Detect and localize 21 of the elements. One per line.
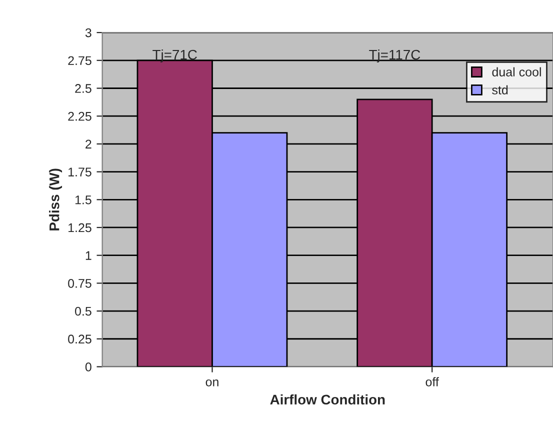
y-tick-label: 2	[86, 140, 92, 148]
y-tick-label: 1.5	[75, 196, 92, 204]
annotation: Tj=71C	[152, 49, 197, 62]
y-tick-label: 2.25	[68, 112, 92, 121]
y-tick-label: 3	[85, 28, 92, 38]
y-tick-label: 0.5	[75, 306, 92, 316]
x-tick-label: off	[426, 377, 439, 386]
x-tick-label: on	[206, 379, 218, 386]
legend-label: dual cool	[492, 67, 541, 76]
legend-label: std	[492, 85, 508, 94]
y-tick-label: 0.75	[68, 278, 92, 288]
y-tick-label: 0	[85, 362, 92, 372]
y-axis-title: Pdiss (W)	[49, 168, 62, 230]
y-tick-label: 2.5	[75, 84, 92, 93]
y-tick-label: 1	[86, 251, 92, 260]
y-tick-label: 1.75	[68, 168, 92, 176]
y-tick-label: 1.25	[68, 223, 92, 232]
y-tick-label: 0.25	[68, 334, 92, 344]
annotation: Tj=117C	[369, 49, 420, 62]
x-axis-title: Airflow Condition	[270, 394, 385, 405]
y-tick-label: 2.75	[68, 56, 92, 66]
